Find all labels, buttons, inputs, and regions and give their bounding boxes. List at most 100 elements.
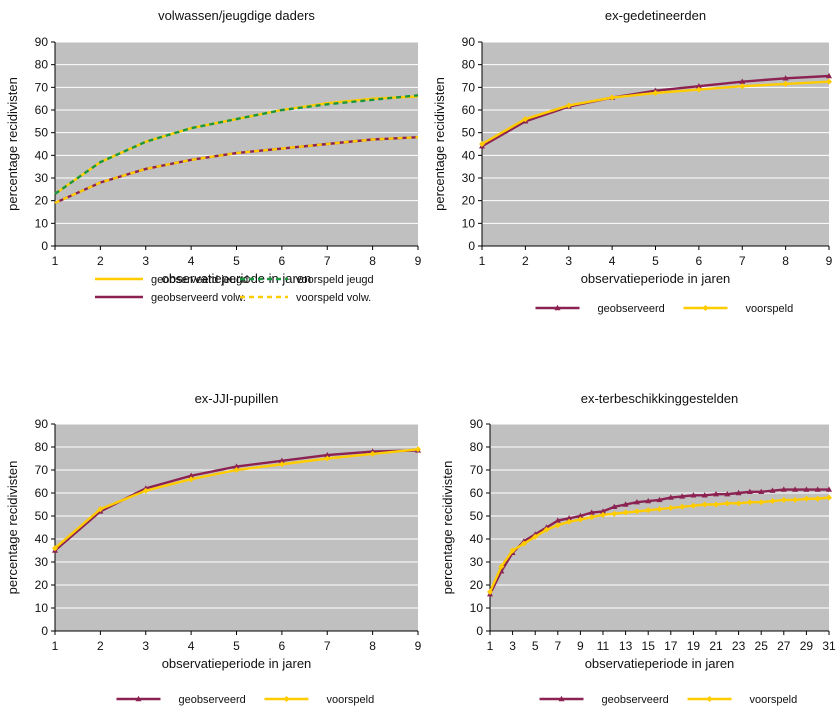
data-point — [792, 486, 799, 492]
plot-area — [482, 42, 829, 246]
y-tick-label: 50 — [470, 509, 484, 523]
x-tick-label: 6 — [279, 639, 286, 653]
y-tick-label: 0 — [41, 239, 48, 253]
x-tick-label: 31 — [822, 639, 836, 653]
y-tick-label: 0 — [468, 239, 475, 253]
data-point — [600, 511, 606, 518]
data-point — [142, 487, 149, 494]
y-tick-label: 90 — [35, 417, 49, 431]
x-tick-label: 25 — [755, 639, 769, 653]
y-tick-label: 70 — [35, 80, 49, 94]
legend-label: voorspeld volw. — [296, 292, 371, 304]
plot-area — [55, 424, 418, 631]
x-tick-label: 29 — [800, 639, 814, 653]
data-point — [780, 496, 787, 503]
legend-marker — [706, 696, 713, 702]
chart-title: volwassen/jeugdige daders — [158, 8, 315, 23]
data-point — [814, 495, 821, 502]
x-tick-label: 3 — [565, 254, 572, 268]
legend-marker — [283, 696, 290, 702]
data-point — [188, 472, 195, 478]
y-tick-label: 90 — [462, 35, 476, 49]
x-tick-label: 7 — [739, 254, 746, 268]
data-point — [554, 522, 561, 529]
data-point — [758, 499, 765, 506]
x-tick-label: 3 — [142, 639, 149, 653]
legend-label: voorspeld — [327, 694, 375, 706]
data-point — [566, 515, 573, 521]
x-tick-label: 8 — [369, 639, 376, 653]
plot-area — [490, 424, 829, 631]
legend-marker — [702, 305, 709, 311]
data-point — [746, 499, 753, 506]
data-point — [645, 507, 652, 514]
data-point — [633, 508, 640, 515]
x-tick-label: 1 — [52, 254, 59, 268]
data-point — [695, 83, 702, 89]
y-tick-label: 30 — [35, 555, 49, 569]
y-tick-label: 60 — [35, 103, 49, 117]
y-tick-label: 30 — [35, 171, 49, 185]
x-tick-label: 2 — [522, 254, 529, 268]
data-point — [278, 457, 285, 463]
x-axis-label: observatieperiode in jaren — [162, 656, 312, 671]
data-point — [415, 446, 421, 453]
y-tick-label: 40 — [462, 148, 476, 162]
y-tick-label: 10 — [35, 601, 49, 615]
x-tick-label: 3 — [509, 639, 516, 653]
y-tick-label: 90 — [470, 417, 484, 431]
legend: geobserveerd voorspeld — [539, 694, 797, 706]
x-tick-label: 17 — [664, 639, 678, 653]
data-point — [826, 486, 832, 492]
data-point — [633, 499, 640, 505]
y-axis-label: percentage recidivisten — [5, 461, 20, 595]
x-tick-label: 3 — [142, 254, 149, 268]
chart-title: ex-JJI-pupillen — [195, 391, 279, 406]
data-point — [724, 500, 731, 507]
x-tick-label: 1 — [479, 254, 486, 268]
data-point — [577, 516, 584, 523]
data-point — [324, 455, 331, 462]
data-point — [735, 500, 742, 507]
data-point — [667, 494, 674, 500]
y-tick-label: 30 — [470, 555, 484, 569]
y-tick-label: 70 — [35, 463, 49, 477]
chart-title: ex-gedetineerden — [605, 8, 706, 23]
x-tick-label: 6 — [696, 254, 703, 268]
legend: geobserveerd jeugd voorspeld jeugd geobser… — [95, 274, 374, 304]
data-point — [782, 80, 789, 87]
data-point — [695, 86, 702, 93]
data-point — [758, 488, 765, 495]
data-point — [509, 547, 516, 554]
chart-title: ex-terbeschikkinggestelden — [581, 391, 739, 406]
y-tick-label: 0 — [41, 624, 48, 638]
data-point — [611, 510, 618, 517]
data-point — [826, 78, 832, 85]
plot-area — [55, 42, 418, 246]
data-point — [543, 526, 550, 533]
x-tick-label: 13 — [619, 639, 633, 653]
x-axis-label: observatieperiode in jaren — [585, 656, 735, 671]
data-point — [487, 588, 493, 595]
legend-marker — [135, 695, 142, 702]
data-point — [52, 545, 58, 552]
y-tick-label: 40 — [35, 532, 49, 546]
y-tick-label: 90 — [35, 35, 49, 49]
data-point — [679, 503, 686, 510]
data-point — [588, 514, 595, 521]
data-point — [701, 501, 708, 508]
x-tick-label: 2 — [97, 639, 104, 653]
data-point — [566, 518, 573, 525]
y-tick-label: 0 — [476, 624, 483, 638]
legend-label: geobserveerd volw. — [151, 292, 246, 304]
x-tick-label: 21 — [709, 639, 723, 653]
y-tick-label: 10 — [35, 216, 49, 230]
y-tick-label: 50 — [35, 509, 49, 523]
x-tick-label: 9 — [415, 254, 422, 268]
data-point — [278, 461, 285, 468]
data-point — [735, 489, 742, 496]
y-tick-label: 20 — [470, 578, 484, 592]
data-point — [532, 533, 539, 540]
x-tick-label: 1 — [487, 639, 494, 653]
data-point — [690, 492, 697, 498]
